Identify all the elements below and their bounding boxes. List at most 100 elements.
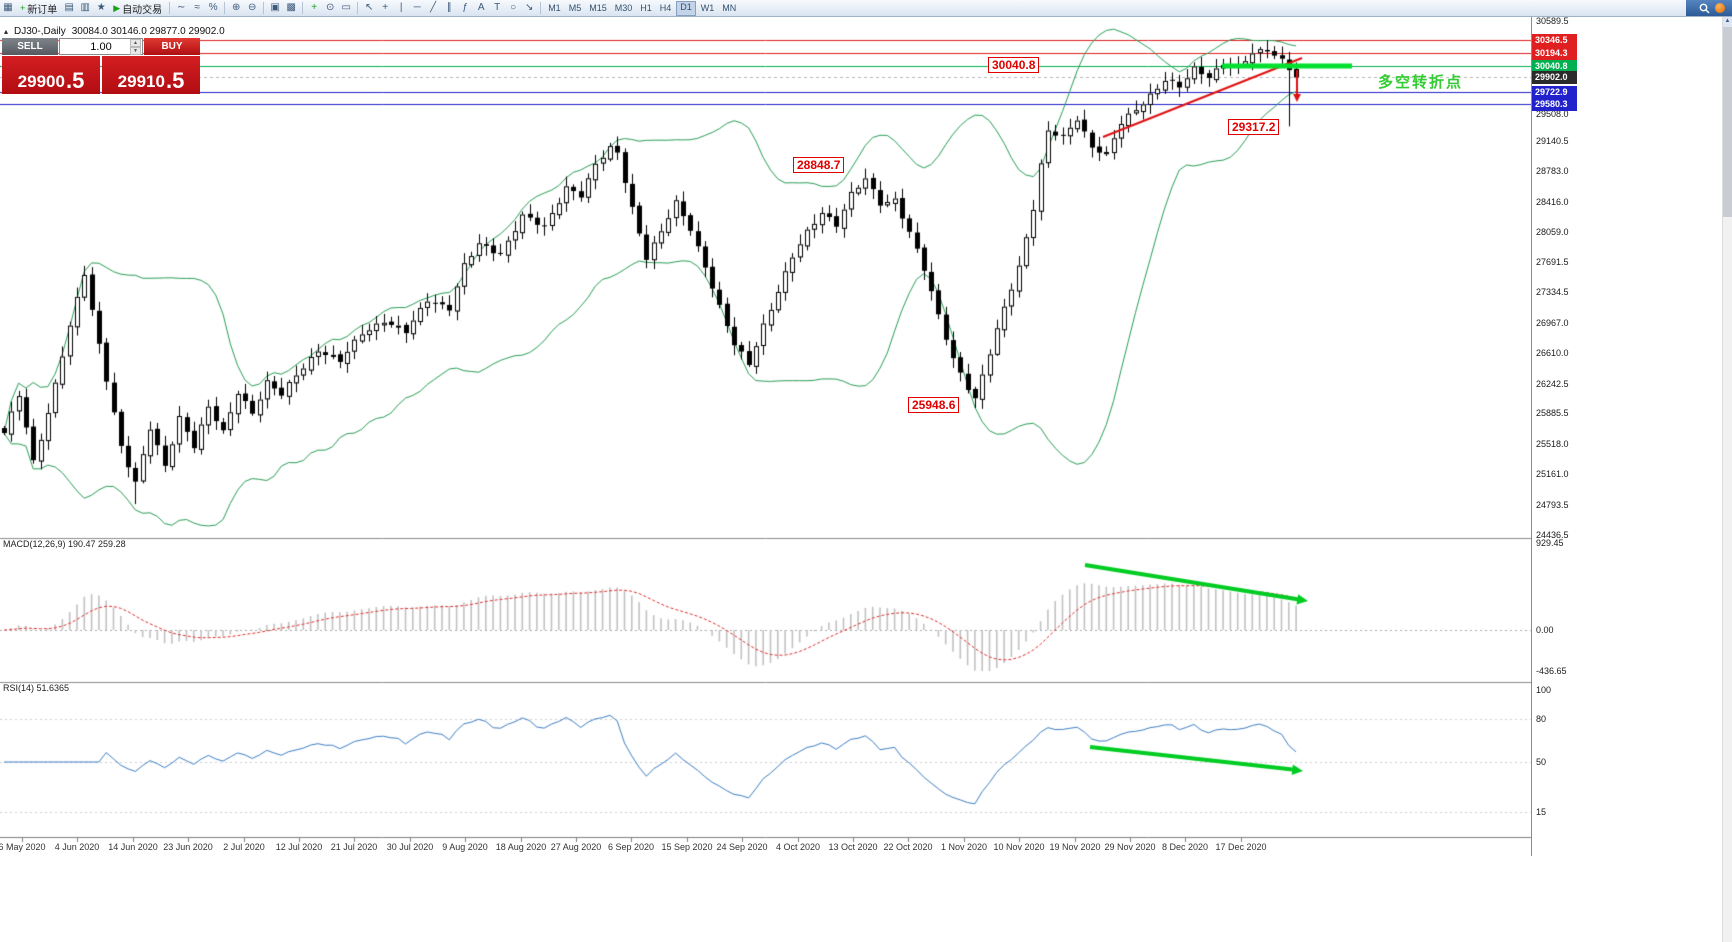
- profiles-icon[interactable]: ▥: [80, 2, 90, 13]
- toolbar-separator: [263, 2, 265, 14]
- price-callout-25948.6[interactable]: 25948.6: [908, 397, 960, 413]
- channel-icon[interactable]: ∥: [446, 2, 452, 13]
- search-icon[interactable]: [1699, 3, 1710, 14]
- macd-axis-max: 929.45: [1536, 538, 1564, 548]
- volume-decrease-button[interactable]: ▼: [130, 46, 141, 55]
- date-label-20: 29 Nov 2020: [1104, 842, 1156, 852]
- price-level-box-30194.3[interactable]: 30194.3: [1532, 47, 1577, 60]
- templates-icon[interactable]: ▭: [341, 2, 351, 13]
- turning-point-note[interactable]: 多空转折点: [1378, 74, 1464, 91]
- trendline-icon[interactable]: ╱: [430, 2, 437, 13]
- arrows-icon[interactable]: ↘: [524, 2, 534, 13]
- price-callout-29317.2[interactable]: 29317.2: [1228, 119, 1280, 135]
- auto-trading-button-icon: ▶: [113, 2, 121, 13]
- date-label-12: 15 Sep 2020: [661, 842, 713, 852]
- scroll-up-button[interactable]: ▲: [1723, 16, 1732, 27]
- price-tick-27691.5: 27691.5: [1536, 257, 1569, 267]
- bid-price-panel[interactable]: 29900 .5: [2, 56, 100, 94]
- new-order-button[interactable]: + 新订单: [16, 1, 61, 16]
- timeframe-m30[interactable]: M30: [614, 2, 633, 13]
- volume-spinner: ▲ ▼: [130, 38, 141, 55]
- ask-price-main: 29910: [117, 72, 165, 91]
- one-click-toggle-icon[interactable]: ▴: [4, 27, 9, 36]
- periods-icon[interactable]: ⊙: [325, 2, 335, 13]
- date-axis[interactable]: 6 May 2020 4 Jun 2020 14 Jun 2020 23 Jun 20…: [0, 842, 1531, 856]
- date-label-21: 8 Dec 2020: [1161, 842, 1209, 852]
- favorites-icon[interactable]: ★: [96, 2, 106, 13]
- timeframe-m1[interactable]: M1: [548, 2, 561, 13]
- new-chart-icon[interactable]: ▦: [3, 2, 13, 13]
- volume-input[interactable]: 1.00 ▲ ▼: [59, 38, 143, 55]
- shapes-icon[interactable]: ○: [510, 2, 517, 13]
- date-label-2: 14 Jun 2020: [108, 842, 158, 852]
- line-mode-icon[interactable]: %: [208, 2, 218, 13]
- price-axis[interactable]: 30589.5 29508.0 29140.5 28783.0 28416.0 28059…: [1531, 16, 1578, 856]
- price-tick-26610.0: 26610.0: [1536, 348, 1569, 358]
- chart-window-icon[interactable]: ▤: [64, 2, 74, 13]
- timeframe-d1[interactable]: D1: [676, 0, 696, 16]
- label-icon[interactable]: T: [494, 2, 501, 13]
- zoom-out-icon[interactable]: ⊖: [247, 2, 257, 13]
- timeframe-m5[interactable]: M5: [568, 2, 582, 13]
- price-tick-28783.0: 28783.0: [1536, 166, 1569, 176]
- price-level-box-29580.3[interactable]: 29580.3: [1532, 98, 1577, 111]
- price-tick-30589.5: 30589.5: [1536, 16, 1569, 26]
- date-label-1: 4 Jun 2020: [54, 842, 100, 852]
- fibonacci-icon[interactable]: ƒ: [462, 2, 468, 13]
- chart-title: ▴ DJ30-,Daily 30084.0 30146.0 29877.0 29…: [4, 26, 225, 37]
- timeframe-h4[interactable]: H4: [659, 2, 672, 13]
- date-label-16: 22 Oct 2020: [883, 842, 933, 852]
- vertical-line-icon[interactable]: |: [399, 2, 403, 13]
- timeframe-mn[interactable]: MN: [722, 2, 737, 13]
- zoom-in-icon[interactable]: ⊕: [231, 2, 241, 13]
- ask-price-panel[interactable]: 29910 .5: [102, 56, 200, 94]
- buy-button[interactable]: BUY: [144, 38, 200, 55]
- cascade-windows-icon[interactable]: ▩: [286, 2, 296, 13]
- tile-windows-icon[interactable]: ▣: [270, 2, 280, 13]
- candle-mode-icon[interactable]: ≈: [194, 2, 200, 13]
- price-tick-25161.0: 25161.0: [1536, 469, 1569, 479]
- sell-button[interactable]: SELL: [2, 38, 58, 55]
- horizontal-line-icon[interactable]: ─: [413, 2, 421, 13]
- date-label-6: 21 Jul 2020: [330, 842, 378, 852]
- price-level-box-29722.9[interactable]: 29722.9: [1532, 86, 1577, 99]
- volume-increase-button[interactable]: ▲: [130, 38, 141, 47]
- date-label-15: 13 Oct 2020: [828, 842, 878, 852]
- auto-trading-button[interactable]: ▶ 自动交易: [109, 1, 166, 16]
- date-label-8: 9 Aug 2020: [442, 842, 488, 852]
- price-level-box-30040.8[interactable]: 30040.8: [1532, 60, 1577, 73]
- date-label-3: 23 Jun 2020: [163, 842, 213, 852]
- add-indicator-icon[interactable]: +: [311, 2, 318, 13]
- community-icon[interactable]: [1715, 3, 1725, 13]
- price-tick-29508.0: 29508.0: [1536, 109, 1569, 119]
- rsi-axis-15: 15: [1536, 807, 1547, 817]
- scrollbar-thumb[interactable]: [1723, 27, 1732, 217]
- date-label-14: 4 Oct 2020: [775, 842, 821, 852]
- date-label-17: 1 Nov 2020: [940, 842, 988, 852]
- one-click-trading-panel: SELL 1.00 ▲ ▼ BUY 29900 .5 29910 .5: [2, 38, 200, 94]
- price-tick-24436.5: 24436.5: [1536, 530, 1569, 540]
- text-icon[interactable]: A: [477, 2, 485, 13]
- cursor-icon[interactable]: ↖: [364, 2, 374, 13]
- date-label-18: 10 Nov 2020: [993, 842, 1045, 852]
- price-tick-28416.0: 28416.0: [1536, 197, 1569, 207]
- crosshair-icon[interactable]: +: [382, 2, 389, 13]
- date-label-0: 6 May 2020: [0, 842, 46, 852]
- auto-trading-button-label: 自动交易: [122, 4, 163, 16]
- toolbar-separator: [169, 2, 171, 14]
- toolbar-right-panel: [1686, 0, 1732, 16]
- price-callout-28848.7[interactable]: 28848.7: [793, 157, 845, 173]
- price-chart-canvas[interactable]: [0, 16, 1531, 856]
- vertical-scrollbar[interactable]: ▲: [1722, 16, 1732, 942]
- price-level-box-30346.5[interactable]: 30346.5: [1532, 34, 1577, 47]
- timeframe-m15[interactable]: M15: [589, 2, 607, 13]
- chart-ohlc-values: 30084.0 30146.0 29877.0 29902.0: [71, 26, 225, 37]
- price-tick-26242.5: 26242.5: [1536, 379, 1569, 389]
- bar-chart-mode-icon[interactable]: ∼: [176, 2, 186, 13]
- date-label-7: 30 Jul 2020: [386, 842, 434, 852]
- timeframe-h1[interactable]: H1: [640, 2, 652, 13]
- timeframe-w1[interactable]: W1: [700, 2, 715, 13]
- price-callout-30040.8[interactable]: 30040.8: [988, 57, 1040, 73]
- toolbar-separator: [302, 2, 304, 14]
- price-tick-28059.0: 28059.0: [1536, 227, 1569, 237]
